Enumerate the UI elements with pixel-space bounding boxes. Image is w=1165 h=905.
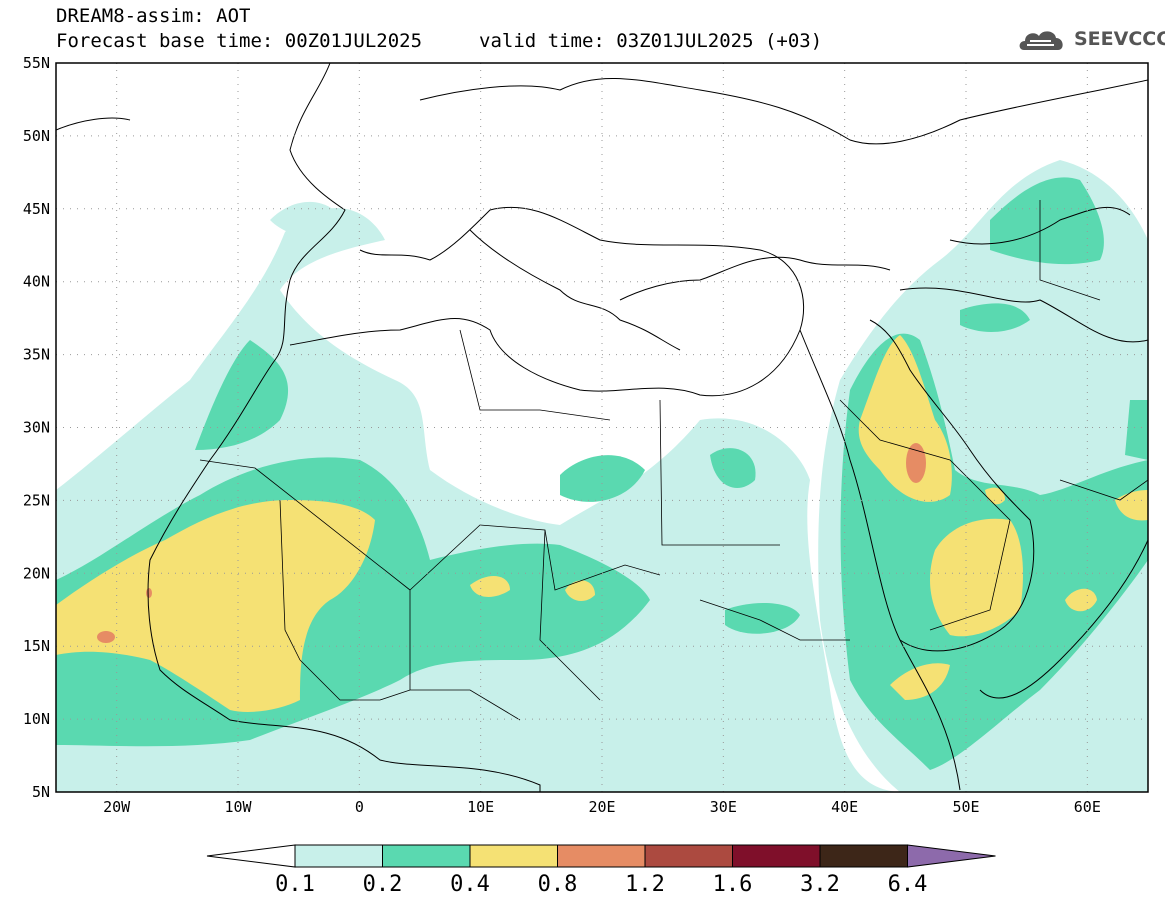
country-borders [199,200,1148,721]
lat-tick-label: 45N [23,200,50,218]
lat-tick-label: 55N [23,54,50,72]
colorbar-segment [469,844,558,868]
colorbar-segment [382,844,471,868]
colorbar-label: 0.4 [450,872,490,897]
lon-tick-label: 0 [355,798,364,816]
colorbar-label: 6.4 [888,872,928,897]
colorbar-label: 1.6 [713,872,753,897]
cloud-logo-icon [1019,31,1063,50]
lat-tick-label: 25N [23,491,50,509]
colorbar-label: 1.2 [625,872,665,897]
lat-tick-label: 10N [23,710,50,728]
colorbar-label: 3.2 [800,872,840,897]
lon-tick-label: 40E [831,798,858,816]
lat-tick-label: 20N [23,564,50,582]
map-title: DREAM8-assim: AOT [56,5,251,27]
colorbar-segment [732,844,821,868]
lat-tick-label: 30N [23,419,50,437]
lon-tick-label: 50E [952,798,979,816]
lat-tick-label: 40N [23,273,50,291]
lat-tick-label: 15N [23,637,50,655]
forecast-base-time: Forecast base time: 00Z01JUL2025 [56,30,423,52]
longitude-labels: 20W 10W 0 10E 20E 30E 40E 50E 60E [103,798,1101,816]
latitude-labels: 55N 50N 45N 40N 35N 30N 25N 20N 15N 10N 5N [23,54,50,801]
colorbar-min-arrow [206,844,296,868]
colorbar-segment [557,844,646,868]
colorbar-label: 0.1 [275,872,315,897]
lat-tick-label: 50N [23,127,50,145]
lat-tick-label: 5N [32,783,50,801]
colorbar-segment [819,844,908,868]
coastlines [56,63,1148,792]
lon-tick-label: 60E [1074,798,1101,816]
logo-text: SEEVCCC [1074,28,1165,50]
colorbar-max-arrow [907,844,996,868]
colorbar-label: 0.8 [538,872,578,897]
lon-tick-label: 30E [710,798,737,816]
lat-tick-label: 35N [23,346,50,364]
lon-tick-label: 10W [224,798,252,816]
map-frame [55,62,1149,793]
valid-time: valid time: 03Z01JUL2025 (+03) [479,30,823,52]
lon-tick-label: 20E [588,798,615,816]
lon-tick-label: 10E [467,798,494,816]
colorbar: 0.1 0.2 0.4 0.8 1.2 1.6 3.2 6.4 [206,844,996,897]
colorbar-segment [294,844,383,868]
colorbar-segment [644,844,733,868]
aot-level-0.8 [97,443,926,643]
lon-tick-label: 20W [103,798,131,816]
aot-level-0.4 [56,335,1148,712]
colorbar-label: 0.2 [363,872,403,897]
map-grid [56,63,1148,792]
